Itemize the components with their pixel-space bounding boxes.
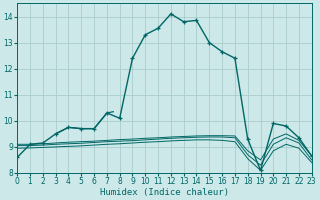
X-axis label: Humidex (Indice chaleur): Humidex (Indice chaleur) [100,188,229,197]
